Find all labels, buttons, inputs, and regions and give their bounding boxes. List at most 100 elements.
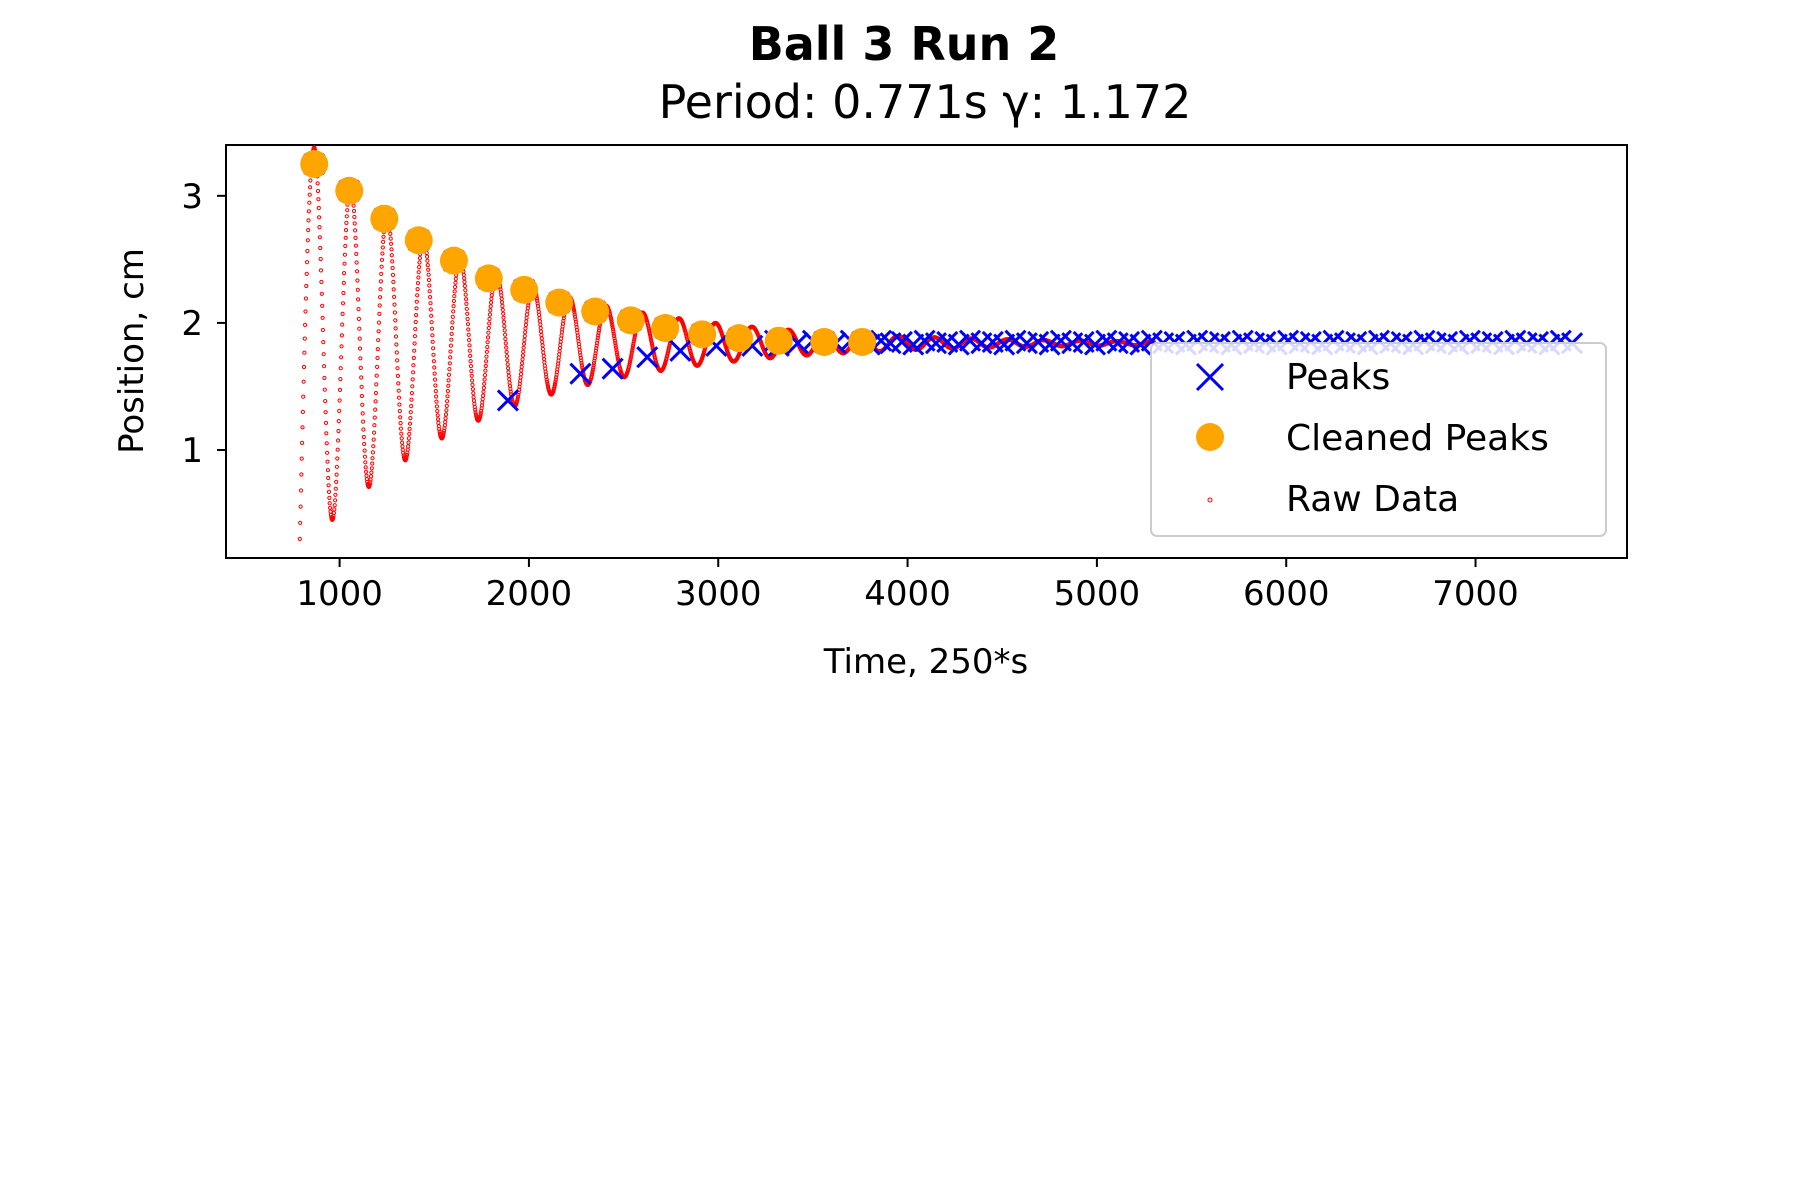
raw-data-point bbox=[464, 301, 469, 306]
raw-data-point bbox=[343, 243, 348, 249]
raw-data-point bbox=[579, 360, 584, 366]
raw-data-point bbox=[452, 294, 457, 299]
raw-data-point bbox=[301, 364, 307, 370]
raw-data-point bbox=[412, 334, 417, 339]
raw-data-point bbox=[578, 355, 583, 360]
raw-data-point bbox=[595, 338, 600, 343]
raw-data-point bbox=[320, 303, 325, 308]
raw-data-point bbox=[552, 383, 557, 388]
raw-data-point bbox=[392, 294, 397, 299]
raw-data-point bbox=[432, 365, 437, 370]
raw-data-point bbox=[453, 284, 458, 290]
raw-data-point bbox=[437, 427, 442, 432]
raw-data-point bbox=[520, 361, 525, 366]
raw-data-point bbox=[407, 426, 412, 431]
legend: Peaks Cleaned Peaks Raw Data bbox=[1150, 342, 1607, 537]
raw-data-point bbox=[435, 413, 440, 418]
cleaned-peak-marker bbox=[651, 313, 680, 342]
raw-data-point bbox=[429, 326, 435, 331]
raw-data-point bbox=[303, 309, 308, 314]
raw-data-point bbox=[302, 336, 307, 341]
raw-data-point bbox=[315, 181, 320, 186]
raw-data-point bbox=[379, 264, 384, 269]
raw-data-point bbox=[391, 287, 396, 292]
raw-data-point bbox=[298, 520, 303, 525]
raw-data-point bbox=[431, 352, 436, 357]
raw-data-point bbox=[361, 427, 366, 432]
cleaned-peak-marker bbox=[848, 327, 877, 356]
raw-data-point bbox=[425, 258, 430, 263]
raw-data-point bbox=[590, 369, 595, 374]
raw-data-point bbox=[344, 220, 349, 225]
raw-data-point bbox=[522, 334, 527, 339]
raw-data-point bbox=[435, 409, 440, 414]
raw-data-point bbox=[503, 341, 508, 346]
raw-data-point bbox=[410, 384, 415, 389]
raw-data-point bbox=[553, 377, 558, 382]
raw-data-point bbox=[406, 436, 411, 441]
raw-data-point bbox=[596, 333, 601, 338]
raw-data-point bbox=[467, 338, 472, 343]
raw-data-point bbox=[342, 261, 347, 266]
raw-data-point bbox=[398, 415, 403, 420]
raw-data-point bbox=[450, 320, 455, 325]
raw-data-point bbox=[315, 188, 321, 194]
raw-data-point bbox=[416, 275, 421, 280]
raw-data-point bbox=[433, 389, 438, 394]
raw-data-point bbox=[343, 235, 348, 240]
raw-data-point bbox=[466, 327, 471, 332]
peak-marker bbox=[569, 362, 592, 385]
raw-data-point bbox=[450, 326, 455, 331]
raw-data-point bbox=[522, 337, 527, 343]
raw-data-point bbox=[380, 251, 385, 256]
raw-data-point bbox=[320, 315, 325, 320]
raw-data-point bbox=[521, 341, 527, 346]
raw-data-point bbox=[392, 302, 397, 307]
raw-data-point bbox=[407, 431, 412, 436]
raw-data-point bbox=[301, 394, 306, 399]
raw-data-point bbox=[415, 281, 421, 286]
raw-data-point bbox=[501, 315, 506, 320]
raw-data-point bbox=[488, 308, 493, 313]
raw-data-point bbox=[451, 309, 456, 314]
cleaned-peak-marker bbox=[300, 150, 329, 179]
raw-data-point bbox=[648, 332, 653, 337]
raw-data-point bbox=[534, 296, 540, 301]
raw-data-point bbox=[317, 225, 322, 230]
raw-data-point bbox=[372, 430, 377, 435]
raw-data-point bbox=[612, 333, 617, 339]
raw-data-point bbox=[487, 312, 492, 317]
raw-data-point bbox=[593, 348, 599, 353]
raw-data-point bbox=[359, 384, 364, 389]
cleaned-peak-marker bbox=[616, 306, 645, 335]
raw-data-point bbox=[410, 377, 415, 382]
raw-data-point bbox=[505, 358, 510, 363]
raw-data-point bbox=[572, 310, 577, 315]
raw-data-point bbox=[395, 373, 400, 378]
raw-data-point bbox=[428, 301, 433, 306]
raw-data-point bbox=[336, 419, 341, 424]
y-tick-label: 2 bbox=[181, 304, 203, 344]
legend-box bbox=[1150, 342, 1607, 537]
raw-data-point bbox=[486, 330, 491, 335]
raw-data-point bbox=[325, 468, 330, 473]
raw-data-point bbox=[545, 379, 550, 384]
raw-data-point bbox=[482, 381, 487, 386]
raw-data-point bbox=[471, 391, 476, 396]
raw-data-point bbox=[446, 383, 451, 388]
raw-data-point bbox=[393, 326, 398, 331]
raw-data-point bbox=[353, 228, 358, 233]
raw-data-point bbox=[590, 367, 596, 372]
raw-data-point bbox=[485, 335, 491, 340]
raw-data-point bbox=[478, 413, 483, 418]
legend-label-peaks: Peaks bbox=[1286, 357, 1390, 398]
raw-data-point bbox=[449, 331, 454, 336]
raw-data-point bbox=[339, 355, 344, 360]
raw-data-point bbox=[469, 373, 474, 378]
raw-data-point bbox=[506, 370, 511, 375]
raw-data-point bbox=[610, 325, 615, 330]
raw-data-point bbox=[630, 348, 635, 353]
raw-data-point bbox=[632, 337, 637, 342]
raw-data-point bbox=[373, 390, 378, 396]
cleaned-peak-marker bbox=[510, 275, 539, 304]
